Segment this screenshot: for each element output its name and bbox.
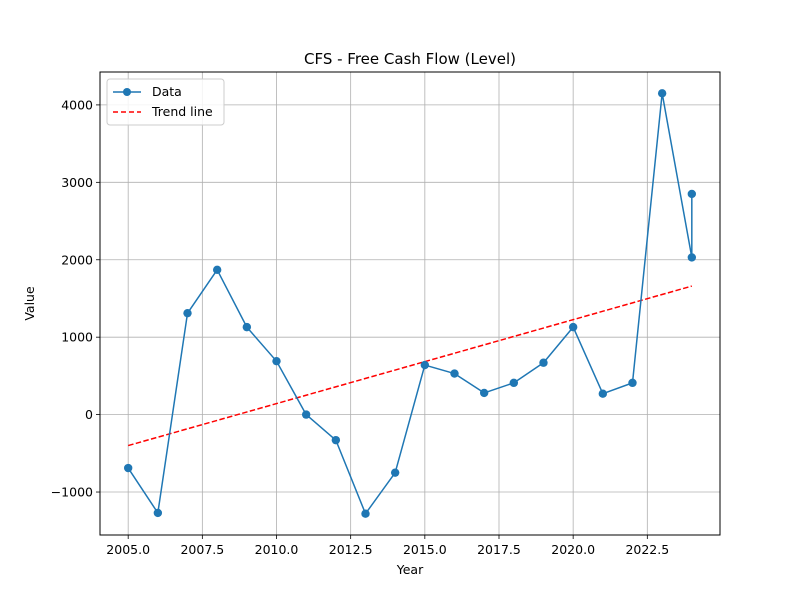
x-axis-label: Year bbox=[396, 562, 424, 577]
x-tick-label: 2022.5 bbox=[625, 542, 669, 557]
data-point bbox=[568, 322, 578, 332]
x-tick-label: 2012.5 bbox=[329, 542, 373, 557]
data-point bbox=[123, 463, 133, 473]
x-tick-label: 2015.0 bbox=[403, 542, 447, 557]
legend-trend-label: Trend line bbox=[151, 104, 213, 119]
data-point bbox=[479, 388, 489, 398]
x-tick-label: 2017.5 bbox=[477, 542, 521, 557]
data-series bbox=[123, 89, 697, 518]
trend-line bbox=[127, 285, 693, 447]
data-point bbox=[272, 356, 281, 366]
y-axis: −1000 0 1000 2000 3000 4000 bbox=[51, 97, 100, 500]
legend-data-label: Data bbox=[152, 84, 182, 99]
y-tick-label: 0 bbox=[85, 407, 93, 422]
y-tick-label: 3000 bbox=[61, 175, 93, 190]
grid bbox=[100, 72, 720, 535]
data-point bbox=[687, 189, 697, 199]
y-tick-label: −1000 bbox=[51, 485, 93, 500]
data-point bbox=[598, 389, 608, 398]
data-point bbox=[509, 378, 519, 388]
data-point bbox=[153, 508, 163, 518]
legend-box bbox=[106, 78, 225, 126]
y-axis-label: Value bbox=[22, 286, 37, 321]
data-point bbox=[183, 308, 192, 318]
x-axis: 2005.0 2007.5 2010.0 2012.5 2015.0 2017.5 2020… bbox=[106, 535, 669, 557]
data-point bbox=[450, 369, 459, 378]
data-point bbox=[242, 322, 252, 332]
data-point bbox=[301, 410, 311, 419]
y-tick-label: 1000 bbox=[61, 330, 93, 345]
chart-title: CFS - Free Cash Flow (Level) bbox=[304, 50, 516, 68]
plot-frame bbox=[99, 71, 721, 536]
x-tick-label: 2010.0 bbox=[255, 542, 299, 557]
x-tick-label: 2020.0 bbox=[551, 542, 595, 557]
trend-series bbox=[127, 285, 693, 447]
data-point bbox=[657, 89, 667, 98]
data-point bbox=[361, 509, 370, 518]
x-tick-label: 2007.5 bbox=[180, 542, 224, 557]
data-point bbox=[420, 360, 430, 370]
legend: Data Trend line bbox=[106, 78, 225, 126]
legend-data-marker bbox=[123, 88, 131, 96]
y-tick-label: 4000 bbox=[61, 97, 93, 112]
data-point bbox=[687, 253, 697, 262]
y-tick-label: 2000 bbox=[61, 252, 93, 267]
data-point bbox=[212, 265, 222, 275]
data-point bbox=[628, 378, 637, 388]
data-point bbox=[390, 468, 400, 477]
data-point bbox=[539, 358, 548, 367]
data-point bbox=[331, 435, 341, 445]
x-tick-label: 2005.0 bbox=[106, 542, 150, 557]
